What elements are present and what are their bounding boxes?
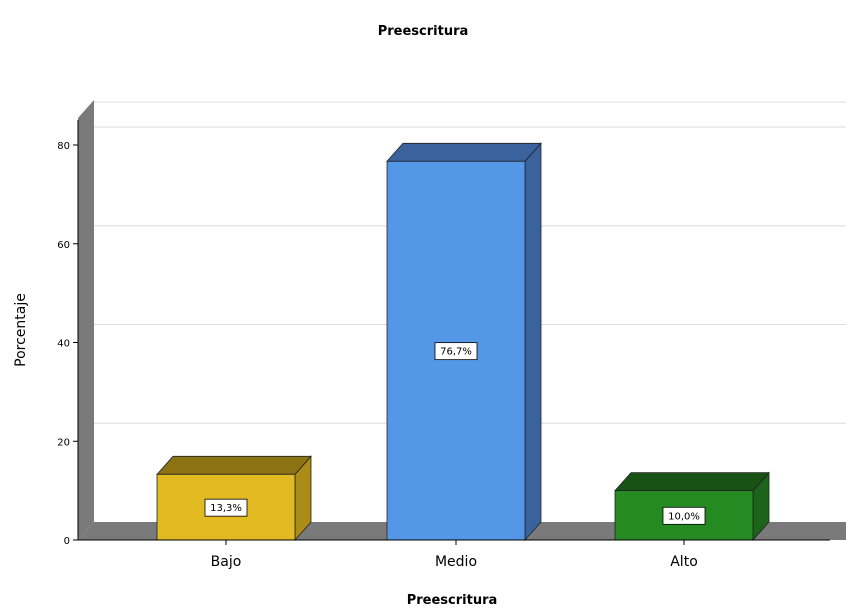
y-tick-label: 20 <box>57 437 70 448</box>
y-axis-title: Porcentaje <box>13 293 29 367</box>
bar-medio: 76,7% <box>386 142 542 542</box>
bar-top <box>156 455 312 475</box>
data-label-box <box>434 342 478 361</box>
x-axis-title: Preescritura <box>407 593 498 608</box>
data-label-box <box>204 498 248 517</box>
x-tick-label: Alto <box>670 554 698 570</box>
plot-area: 0 20 40 60 80 13,3% 76,7% 10,0% Bajo Medio Alto <box>57 100 846 570</box>
left-wall <box>78 100 94 540</box>
x-axis: Bajo Medio Alto <box>78 539 830 570</box>
bar-top <box>614 472 770 492</box>
y-axis: 0 20 40 60 80 <box>57 120 79 547</box>
bar-bajo: 13,3% <box>156 455 312 542</box>
data-label: 10,0% <box>668 511 700 522</box>
chart-title: Preescritura <box>378 24 469 39</box>
bar-top <box>386 142 542 162</box>
x-tick-label: Bajo <box>211 554 242 570</box>
data-label-box <box>662 506 706 525</box>
y-tick-label: 60 <box>57 240 70 251</box>
bar-front <box>614 490 754 541</box>
y-tick-label: 40 <box>57 339 70 350</box>
bars: 13,3% 76,7% 10,0% <box>156 142 770 542</box>
bar-alto: 10,0% <box>614 471 770 542</box>
x-tick-label: Medio <box>435 554 477 570</box>
y-tick-label: 80 <box>57 141 70 152</box>
data-label: 76,7% <box>440 347 472 358</box>
bar-side <box>524 142 542 542</box>
data-label: 13,3% <box>210 503 242 514</box>
y-tick-label: 0 <box>64 536 70 547</box>
